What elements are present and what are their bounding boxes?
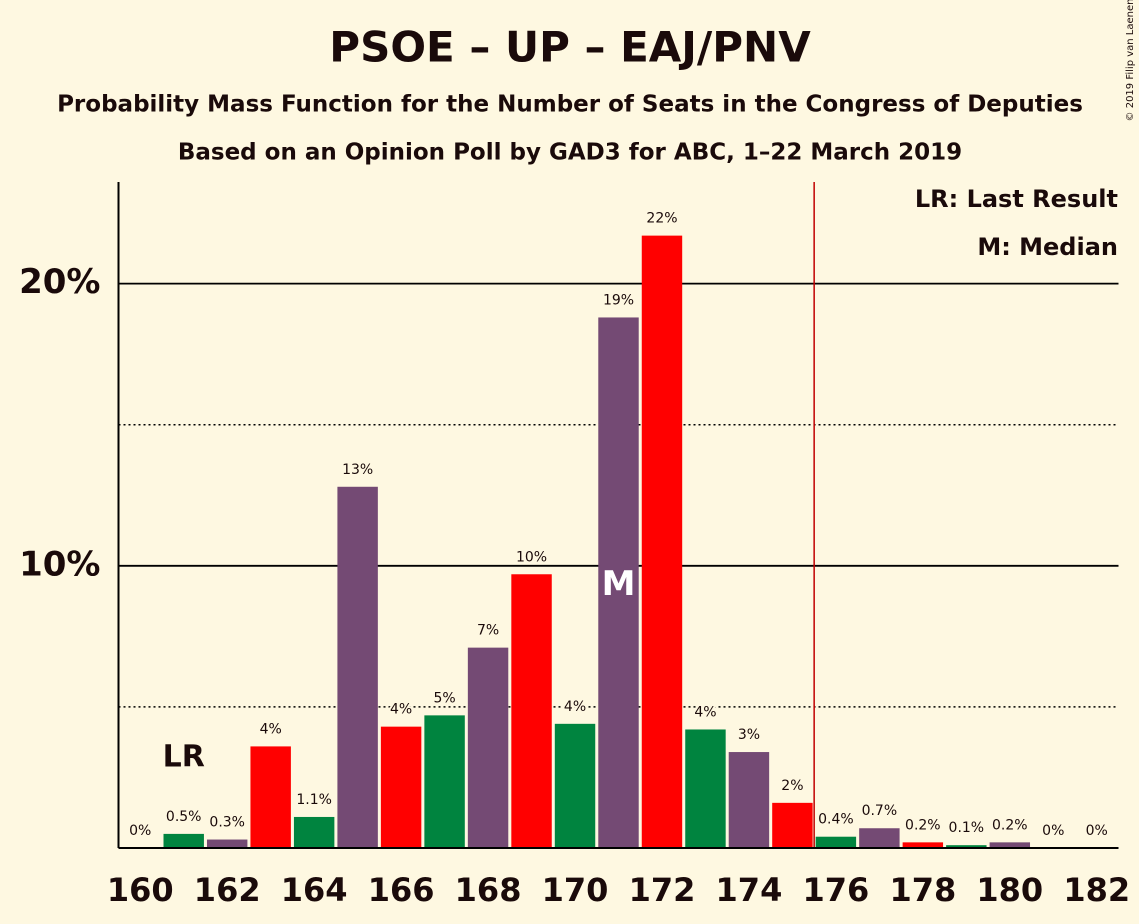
bar	[946, 845, 987, 848]
value-label: 0.2%	[992, 817, 1028, 833]
value-label: 0%	[1086, 823, 1108, 839]
bar	[380, 726, 422, 848]
value-label: 0.4%	[818, 812, 854, 828]
bar	[424, 715, 465, 848]
value-label: 22%	[646, 211, 677, 227]
bar	[598, 317, 639, 848]
value-label: 13%	[342, 462, 373, 478]
bar	[728, 752, 770, 848]
x-tick-label: 160	[107, 871, 174, 909]
last-result-label: LR	[163, 740, 205, 775]
value-label: 4%	[564, 699, 586, 715]
x-tick-label: 164	[281, 871, 348, 909]
chart-subtitle: Probability Mass Function for the Number…	[57, 92, 1083, 118]
value-label: 4%	[694, 704, 716, 720]
x-tick-label: 178	[889, 871, 956, 909]
value-label: 7%	[477, 623, 499, 639]
bar	[902, 842, 944, 848]
x-tick-label: 170	[542, 871, 609, 909]
bar	[989, 842, 1031, 848]
bar	[250, 746, 291, 848]
bar	[467, 647, 509, 848]
x-tick-label: 168	[455, 871, 522, 909]
value-label: 0.3%	[209, 815, 245, 831]
bar	[163, 833, 204, 848]
chart-title: PSOE – UP – EAJ/PNV	[329, 23, 811, 72]
value-label: 2%	[781, 778, 803, 794]
bar	[337, 486, 378, 848]
value-label: 0%	[1042, 823, 1064, 839]
x-tick-label: 166	[368, 871, 435, 909]
value-label: 0.1%	[949, 820, 985, 836]
x-tick-label: 180	[976, 871, 1043, 909]
y-tick-label: 20%	[19, 262, 100, 302]
legend-entry: M: Median	[977, 233, 1118, 261]
bar	[685, 729, 726, 848]
value-label: 3%	[738, 727, 760, 743]
value-label: 0%	[129, 823, 151, 839]
bar	[511, 574, 552, 848]
bar	[772, 802, 813, 848]
x-tick-label: 172	[629, 871, 696, 909]
bar	[641, 235, 683, 848]
x-tick-label: 176	[802, 871, 869, 909]
bar	[293, 816, 335, 848]
x-tick-label: 174	[716, 871, 783, 909]
x-tick-label: 162	[194, 871, 261, 909]
value-label: 0.7%	[862, 803, 898, 819]
copyright: © 2019 Filip van Laenen	[1125, 0, 1136, 121]
bar	[554, 723, 596, 848]
value-label: 1.1%	[296, 792, 332, 808]
value-label: 0.2%	[905, 817, 941, 833]
bar	[206, 839, 248, 848]
value-label: 4%	[260, 721, 282, 737]
value-label: 19%	[603, 292, 634, 308]
value-label: 0.5%	[166, 809, 202, 825]
bar	[815, 836, 857, 848]
x-tick-label: 182	[1063, 871, 1130, 909]
value-label: 5%	[433, 690, 455, 706]
legend-entry: LR: Last Result	[915, 185, 1118, 213]
chart-subtitle: Based on an Opinion Poll by GAD3 for ABC…	[178, 140, 962, 166]
bar	[859, 828, 900, 848]
value-label: 4%	[390, 702, 412, 718]
y-tick-label: 10%	[19, 544, 100, 584]
value-label: 10%	[516, 549, 547, 565]
median-label: M	[602, 564, 636, 604]
